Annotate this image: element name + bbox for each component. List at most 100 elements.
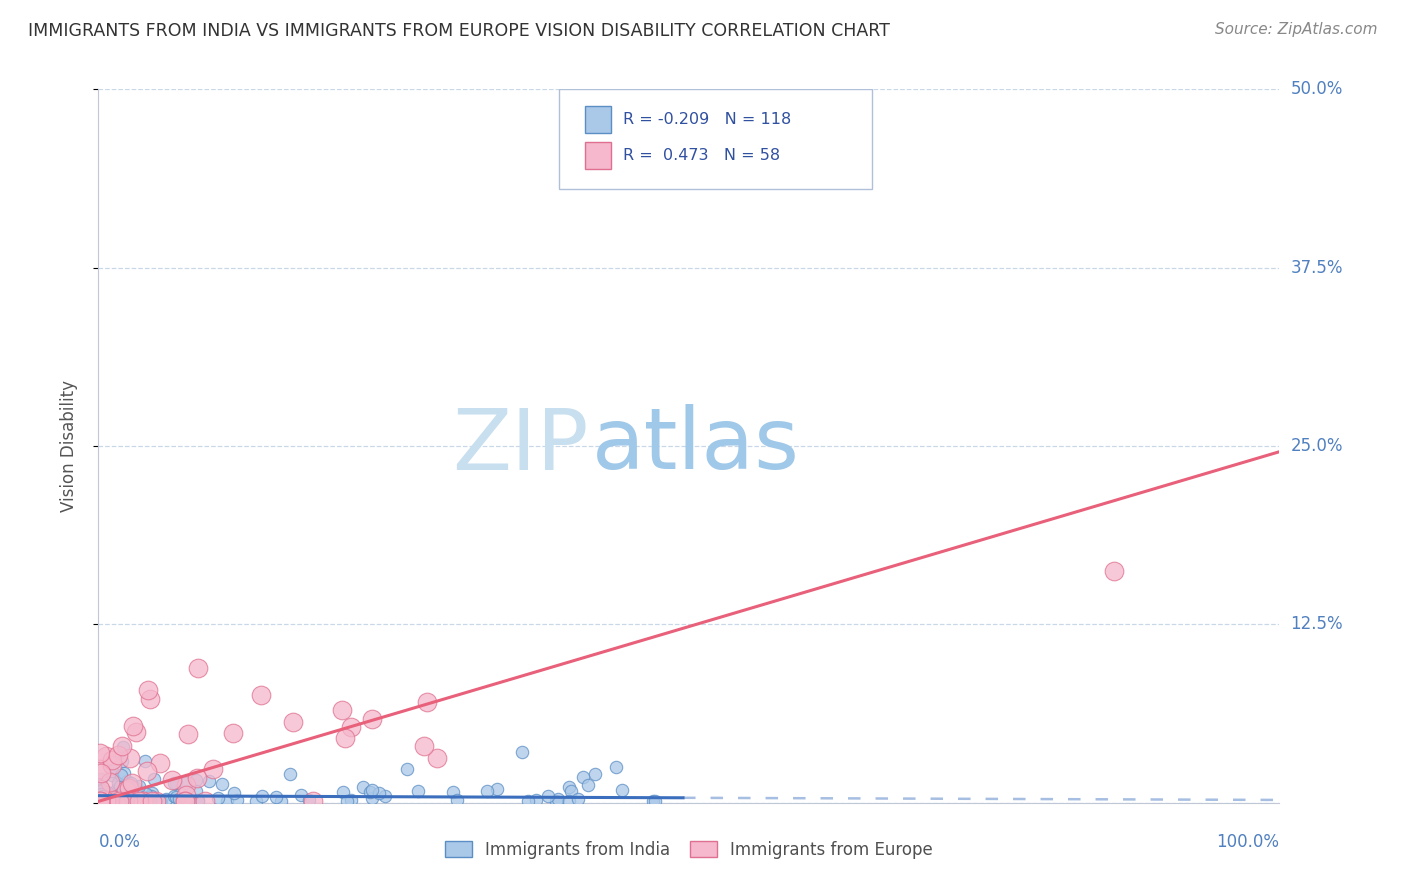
Point [91,789,114,803]
Text: IMMIGRANTS FROM INDIA VS IMMIGRANTS FROM EUROPE VISION DISABILITY CORRELATION CH: IMMIGRANTS FROM INDIA VS IMMIGRANTS FROM… [28,22,890,40]
Point [89,762,111,776]
Point [340,792,363,806]
Point [412,739,434,753]
Point [114,787,136,801]
Point [211,777,233,791]
Point [215,793,238,807]
Point [644,794,666,808]
Point [612,783,634,797]
Point [112,739,135,754]
Point [583,767,606,781]
Point [374,789,396,803]
Point [406,784,429,798]
Point [93,792,115,806]
Point [576,778,599,792]
Point [336,794,359,808]
Point [148,756,170,771]
Point [134,794,156,808]
Point [395,763,418,777]
Point [298,793,321,807]
Point [107,747,129,762]
Point [333,731,356,745]
Point [110,779,132,793]
Point [89,794,111,808]
Point [96,785,118,799]
Point [118,794,141,808]
Point [131,794,153,808]
Point [125,725,148,739]
Point [115,783,138,797]
Point [132,794,155,808]
Point [115,794,138,808]
Point [111,755,134,769]
Point [89,794,111,808]
Point [174,789,197,803]
Point [162,789,184,804]
Point [148,794,170,808]
Point [224,786,246,800]
Point [89,794,111,808]
Point [110,792,132,806]
Point [245,794,267,808]
Point [641,794,664,808]
Point [110,768,132,782]
Point [122,719,145,733]
Point [128,780,150,794]
Point [155,792,177,806]
Point [560,783,582,797]
Point [90,794,112,808]
Point [89,794,111,808]
Point [426,751,449,765]
Point [145,794,167,808]
Point [115,773,138,788]
Point [207,790,229,805]
Point [118,777,141,791]
Point [186,772,208,787]
Point [111,739,134,754]
Point [120,794,142,808]
Point [174,776,197,790]
Point [103,791,125,805]
Point [97,789,120,804]
Point [352,780,374,794]
Point [98,787,121,801]
Point [360,790,382,805]
Point [198,774,221,789]
Point [441,785,464,799]
Point [89,746,111,760]
Point [139,691,162,706]
Point [186,784,208,798]
Point [136,764,159,779]
Point [105,782,128,797]
Point [557,780,579,795]
Point [110,794,132,808]
Point [1102,564,1125,578]
Y-axis label: Vision Disability: Vision Disability [59,380,77,512]
Point [112,766,135,780]
Point [361,712,384,726]
Point [115,778,138,792]
Point [100,754,122,768]
Point [90,787,112,801]
Point [187,661,209,675]
Point [141,786,163,800]
Point [100,764,122,778]
Point [105,792,128,806]
Point [136,789,159,804]
Point [111,793,134,807]
Text: R =  0.473   N = 58: R = 0.473 N = 58 [623,148,780,163]
Point [281,715,304,730]
Text: Source: ZipAtlas.com: Source: ZipAtlas.com [1215,22,1378,37]
Point [100,787,122,801]
Point [91,783,114,797]
Point [177,727,200,741]
Point [605,760,627,774]
Point [129,792,152,806]
FancyBboxPatch shape [585,106,612,134]
Text: atlas: atlas [592,404,800,488]
Point [94,794,117,808]
Point [90,772,112,786]
Point [124,780,146,795]
Point [89,794,111,808]
Point [547,792,569,806]
